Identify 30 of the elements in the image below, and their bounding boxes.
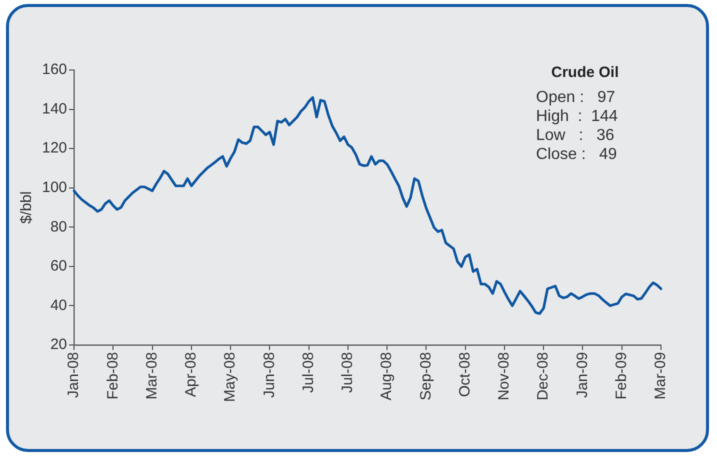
x-tick-label: Dec-08: [534, 352, 552, 400]
x-tick-label: Jul-08: [339, 352, 356, 393]
y-tick-label: 80: [50, 218, 68, 236]
annotation: Open : 97: [536, 88, 616, 107]
x-tick-label: Mar-08: [143, 352, 160, 400]
x-tick-label: Feb-09: [613, 352, 630, 400]
x-tick-label: Jan-08: [65, 352, 82, 398]
y-tick-label: 20: [50, 336, 68, 354]
annotation: High : 144: [536, 107, 618, 126]
annotation: Low : 36: [536, 126, 616, 145]
x-tick-label: May-08: [222, 352, 239, 402]
y-tick-label: 160: [42, 61, 68, 78]
x-tick-label: Oct-08: [456, 352, 474, 397]
x-tick-label: Jul-08: [300, 352, 317, 393]
annotation: Close : 49: [536, 145, 618, 164]
y-axis-title: $/bbl: [18, 191, 36, 224]
x-tick-label: Sep-08: [417, 352, 434, 400]
y-tick-label: 40: [50, 296, 68, 314]
chart-title: Crude Oil: [550, 64, 620, 81]
x-tick-label: Feb-08: [104, 352, 122, 400]
x-tick-label: Aug-08: [378, 352, 396, 400]
x-tick-label: Nov-08: [496, 352, 513, 400]
x-tick-label: Mar-09: [652, 352, 670, 400]
x-tick-label: Jan-09: [574, 352, 591, 398]
y-tick-label: 120: [42, 140, 68, 157]
x-tick-label: Jun-08: [260, 352, 278, 398]
y-tick-label: 60: [50, 258, 68, 275]
y-tick-label: 100: [42, 178, 68, 196]
x-tick-label: Apr-08: [182, 352, 200, 398]
y-tick-label: 140: [42, 100, 68, 118]
